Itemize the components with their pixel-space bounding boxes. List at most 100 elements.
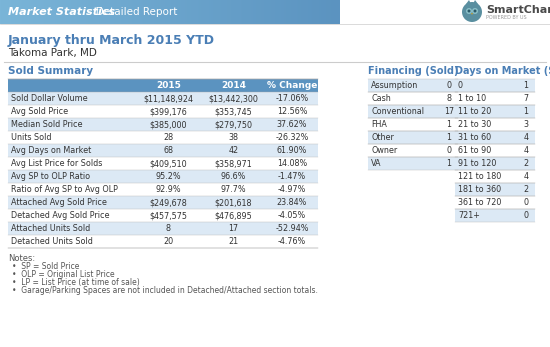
Bar — [315, 0, 316, 24]
Bar — [89, 0, 90, 24]
Bar — [293, 0, 294, 24]
Text: $279,750: $279,750 — [214, 120, 252, 129]
Bar — [33, 0, 34, 24]
Bar — [313, 0, 314, 24]
Bar — [185, 0, 186, 24]
Text: 361 to 720: 361 to 720 — [458, 198, 502, 207]
Bar — [306, 0, 307, 24]
Bar — [59, 0, 60, 24]
Bar — [114, 0, 115, 24]
Bar — [137, 0, 138, 24]
Bar — [277, 0, 278, 24]
Bar — [158, 0, 159, 24]
Text: 0: 0 — [524, 198, 529, 207]
Bar — [230, 0, 231, 24]
Bar — [268, 0, 269, 24]
Text: -4.05%: -4.05% — [278, 211, 306, 220]
Bar — [291, 0, 292, 24]
Bar — [234, 0, 235, 24]
Bar — [455, 209, 535, 222]
Bar — [77, 0, 78, 24]
Bar — [23, 0, 24, 24]
Bar — [316, 0, 317, 24]
Bar — [19, 0, 20, 24]
Bar — [325, 0, 326, 24]
Text: 21 to 30: 21 to 30 — [458, 120, 491, 129]
Bar — [329, 0, 330, 24]
Bar — [304, 0, 305, 24]
Bar — [455, 196, 535, 209]
Bar — [44, 0, 45, 24]
Bar — [129, 0, 130, 24]
Text: Detached Avg Sold Price: Detached Avg Sold Price — [11, 211, 109, 220]
Text: $457,575: $457,575 — [150, 211, 188, 220]
Bar — [39, 0, 40, 24]
Bar — [54, 0, 55, 24]
Bar — [149, 0, 150, 24]
Bar — [182, 0, 183, 24]
Bar — [146, 0, 147, 24]
Bar — [309, 0, 310, 24]
Bar — [290, 0, 291, 24]
Bar — [157, 0, 158, 24]
Bar — [455, 105, 535, 118]
Bar — [154, 0, 155, 24]
Bar — [254, 0, 255, 24]
Bar — [256, 0, 257, 24]
Bar — [215, 0, 216, 24]
Bar — [198, 0, 199, 24]
Bar — [38, 0, 39, 24]
Bar — [162, 0, 163, 24]
Bar — [51, 0, 52, 24]
Bar — [221, 0, 222, 24]
Bar — [97, 0, 98, 24]
Text: 37.62%: 37.62% — [277, 120, 307, 129]
Text: VA: VA — [371, 159, 382, 168]
Bar — [242, 0, 243, 24]
Bar — [78, 0, 79, 24]
Bar — [246, 0, 247, 24]
Bar — [132, 0, 133, 24]
Bar — [232, 0, 233, 24]
Bar — [121, 0, 122, 24]
Bar — [199, 0, 200, 24]
Bar — [174, 0, 175, 24]
Bar — [368, 157, 458, 170]
Bar — [103, 0, 104, 24]
Bar — [72, 0, 73, 24]
Bar — [244, 0, 245, 24]
Bar — [328, 0, 329, 24]
Bar — [322, 0, 323, 24]
Bar — [210, 0, 211, 24]
Bar — [249, 0, 250, 24]
Bar — [14, 0, 15, 24]
Bar — [142, 0, 143, 24]
Bar — [107, 0, 108, 24]
Bar — [294, 0, 295, 24]
Bar — [16, 0, 17, 24]
Bar — [288, 0, 289, 24]
Bar — [6, 0, 7, 24]
Bar — [66, 0, 67, 24]
Bar — [337, 0, 338, 24]
Bar — [192, 0, 193, 24]
Bar — [238, 0, 239, 24]
Bar — [90, 0, 91, 24]
Bar — [336, 0, 337, 24]
Bar — [15, 0, 16, 24]
Bar — [112, 0, 113, 24]
Bar — [119, 0, 120, 24]
Bar — [455, 92, 535, 105]
Bar — [27, 0, 28, 24]
Bar — [262, 0, 263, 24]
Bar — [275, 0, 276, 24]
Bar — [99, 0, 100, 24]
Bar — [455, 131, 535, 144]
Text: 20: 20 — [163, 237, 174, 246]
Bar — [285, 0, 286, 24]
Text: -17.06%: -17.06% — [276, 94, 309, 103]
Bar — [35, 0, 36, 24]
Bar — [455, 79, 535, 92]
Bar — [21, 0, 22, 24]
Polygon shape — [466, 0, 471, 4]
